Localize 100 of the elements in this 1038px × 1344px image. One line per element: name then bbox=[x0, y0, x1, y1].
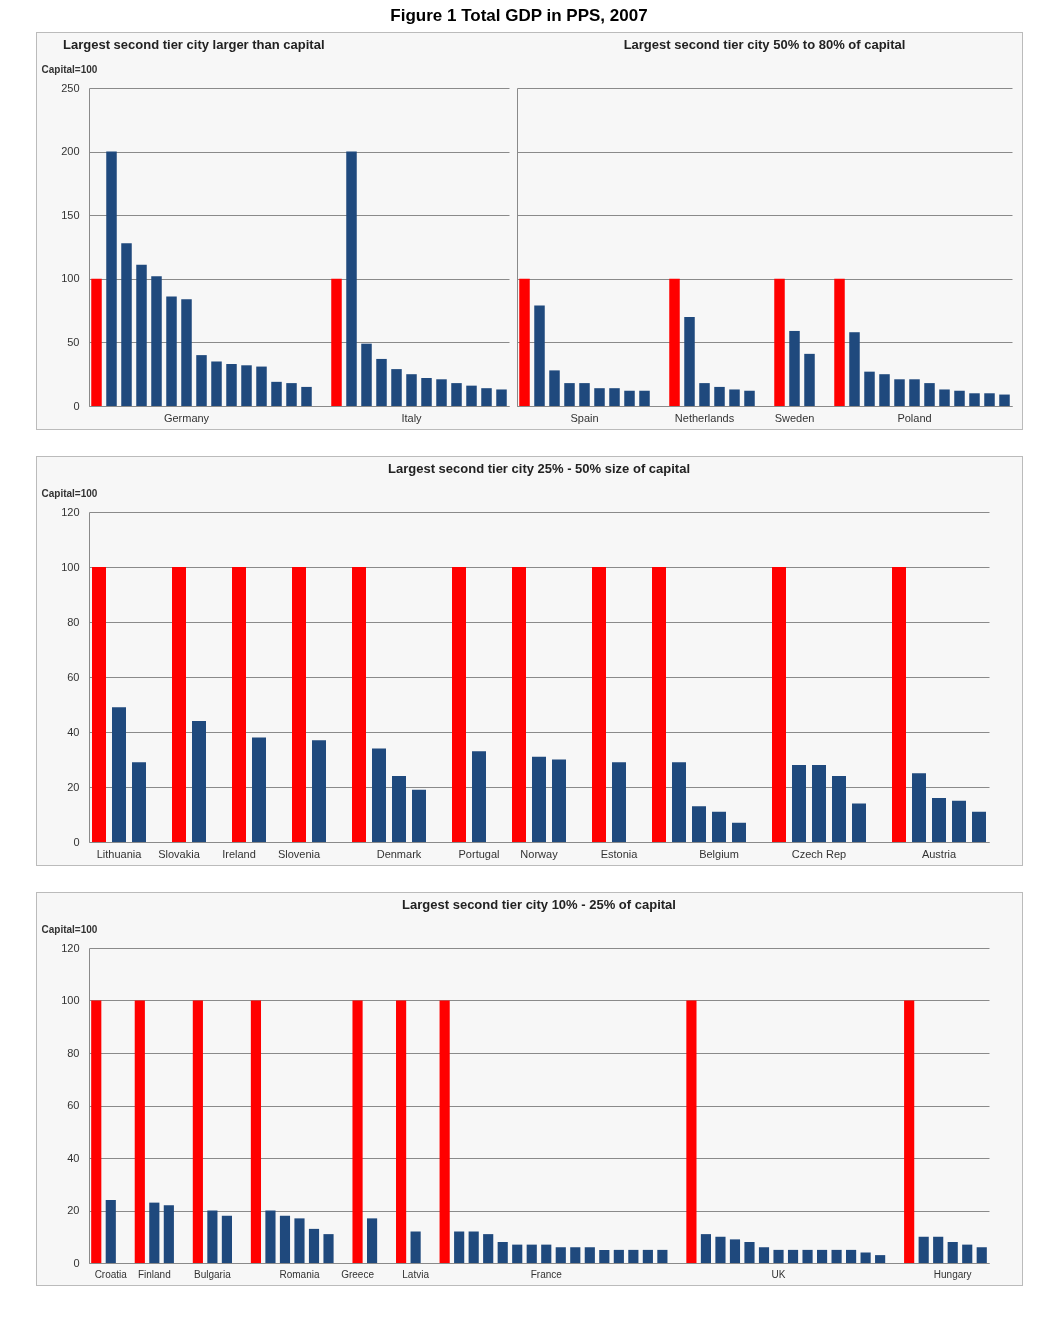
chart-subtitle: Largest second tier city larger than capital bbox=[63, 37, 325, 52]
y-tick-label: 40 bbox=[67, 725, 80, 738]
bar bbox=[112, 707, 126, 842]
x-tick-label: Estonia bbox=[600, 847, 639, 860]
bar bbox=[860, 1252, 871, 1263]
bar bbox=[451, 383, 462, 406]
x-tick-label: Bulgaria bbox=[194, 1268, 232, 1280]
bar bbox=[912, 773, 926, 842]
y-tick-label: 80 bbox=[67, 615, 80, 628]
bar bbox=[789, 330, 800, 406]
bar bbox=[772, 567, 786, 842]
bar bbox=[483, 1234, 494, 1263]
y-tick-label: 120 bbox=[61, 505, 80, 518]
bar bbox=[904, 1000, 915, 1263]
bar bbox=[652, 567, 666, 842]
bar bbox=[541, 1244, 552, 1263]
bar bbox=[121, 243, 132, 406]
x-tick-label: Hungary bbox=[933, 1268, 972, 1280]
x-tick-label: Slovakia bbox=[158, 847, 201, 860]
y-tick-label: 0 bbox=[73, 835, 80, 848]
bar bbox=[134, 1000, 145, 1263]
bar bbox=[466, 385, 477, 406]
bar bbox=[952, 800, 966, 842]
bar bbox=[312, 740, 326, 842]
bar bbox=[570, 1247, 581, 1263]
x-tick-label: Italy bbox=[401, 411, 423, 424]
x-tick-label: Sweden bbox=[774, 411, 815, 424]
bar bbox=[207, 1210, 218, 1263]
bar bbox=[372, 748, 386, 842]
bar bbox=[241, 365, 252, 406]
bar bbox=[279, 1215, 291, 1263]
bar bbox=[294, 1218, 305, 1263]
bar bbox=[954, 390, 965, 406]
chart-title: Largest second tier city 50% to 80% of capital bbox=[623, 37, 906, 52]
bar bbox=[549, 370, 560, 406]
bar bbox=[439, 1000, 450, 1263]
bar bbox=[744, 390, 755, 406]
bar bbox=[496, 389, 507, 406]
bar bbox=[612, 762, 626, 842]
y-tick-label: 200 bbox=[61, 145, 80, 158]
chart-title: Largest second tier city 25% - 50% size of capital bbox=[387, 461, 691, 476]
bar bbox=[519, 278, 530, 406]
x-tick-label: Croatia bbox=[94, 1268, 128, 1280]
bar bbox=[787, 1249, 799, 1263]
bar bbox=[864, 371, 875, 406]
bar bbox=[136, 264, 147, 406]
y-tick-label: 100 bbox=[61, 272, 80, 285]
bar bbox=[592, 567, 606, 842]
bar bbox=[436, 379, 447, 406]
y-tick-label: 20 bbox=[67, 780, 80, 793]
bar bbox=[744, 1242, 755, 1263]
bar bbox=[909, 379, 920, 406]
bar bbox=[712, 811, 726, 842]
bar bbox=[323, 1234, 334, 1263]
bar bbox=[792, 765, 806, 842]
bar bbox=[939, 389, 950, 406]
bar bbox=[250, 1000, 262, 1263]
bar bbox=[969, 393, 980, 406]
bar bbox=[396, 1000, 407, 1263]
bar bbox=[271, 381, 282, 406]
x-tick-label: Norway bbox=[520, 847, 559, 860]
bar bbox=[816, 1249, 828, 1263]
bar bbox=[452, 567, 466, 842]
y-tick-label: 150 bbox=[61, 208, 80, 221]
bar bbox=[639, 390, 650, 406]
bar bbox=[412, 789, 426, 842]
y-tick-label: 80 bbox=[67, 1046, 80, 1059]
bar bbox=[715, 1236, 726, 1263]
y-tick-label: 60 bbox=[67, 1099, 80, 1111]
bar bbox=[642, 1249, 653, 1263]
bar bbox=[454, 1231, 465, 1263]
bar bbox=[91, 1000, 102, 1263]
x-tick-label: France bbox=[530, 1268, 563, 1280]
bar bbox=[729, 389, 740, 406]
bar bbox=[729, 1239, 741, 1263]
bar bbox=[947, 1242, 958, 1263]
bar bbox=[584, 1247, 595, 1263]
y-axis-title: Capital=100 bbox=[41, 63, 98, 75]
bar bbox=[421, 378, 432, 406]
y-tick-label: 20 bbox=[67, 1204, 80, 1216]
bar bbox=[512, 567, 526, 842]
bar bbox=[699, 383, 710, 406]
x-tick-label: Lithuania bbox=[96, 847, 143, 860]
x-tick-label: Finland bbox=[137, 1268, 171, 1280]
y-tick-label: 50 bbox=[67, 335, 80, 348]
bar bbox=[700, 1234, 712, 1263]
x-tick-label: Romania bbox=[279, 1268, 320, 1280]
bar bbox=[684, 316, 695, 406]
bar bbox=[151, 276, 162, 406]
y-tick-label: 60 bbox=[67, 670, 80, 683]
bar bbox=[932, 798, 946, 842]
x-tick-label: Austria bbox=[921, 847, 957, 860]
x-tick-label: Spain bbox=[570, 411, 599, 424]
bar bbox=[265, 1210, 276, 1263]
bar bbox=[599, 1249, 610, 1263]
bar bbox=[196, 355, 207, 406]
bar bbox=[301, 386, 312, 406]
bar bbox=[91, 278, 102, 406]
bar bbox=[579, 383, 590, 406]
bar bbox=[879, 374, 890, 406]
